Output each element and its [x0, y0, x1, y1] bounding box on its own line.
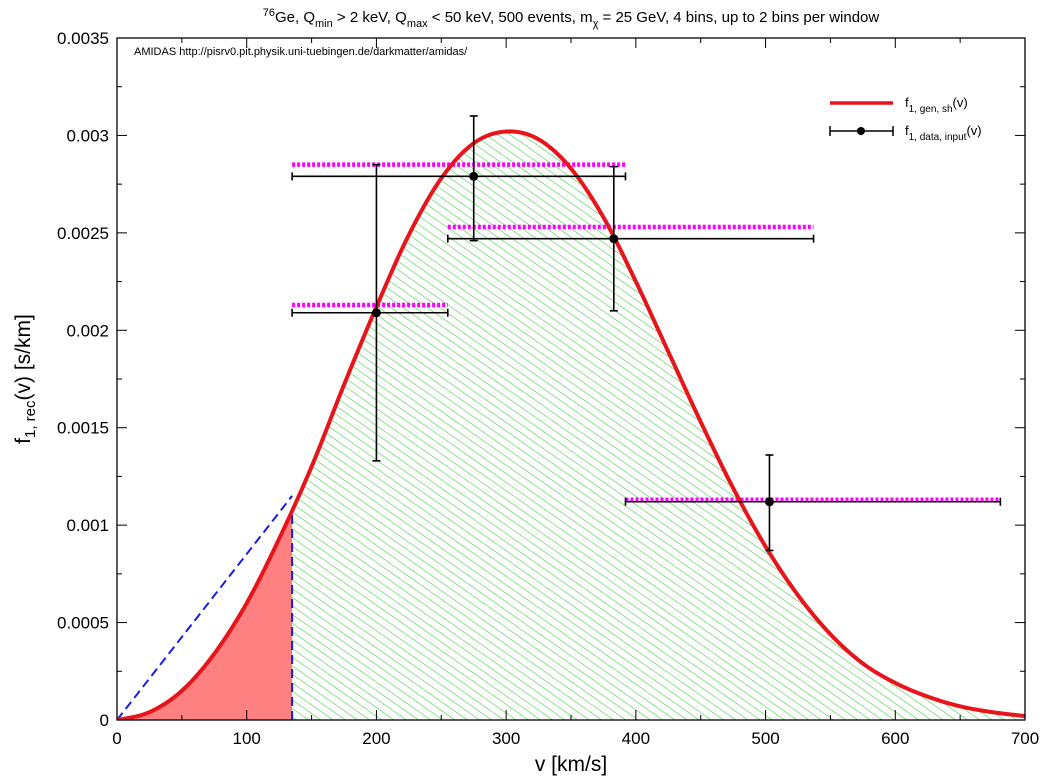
- x-tick-label-7: 700: [1011, 729, 1039, 748]
- y-tick-label-3: 0.0015: [57, 419, 109, 438]
- x-tick-labels: 0 100 200 300 400 500 600 700: [112, 729, 1039, 748]
- legend-label-gen: f1, gen, sh(v): [905, 95, 968, 115]
- x-tick-label-5: 500: [751, 729, 779, 748]
- data-point-marker: [469, 171, 479, 181]
- data-points: [291, 115, 1002, 552]
- data-point-3: [624, 454, 1002, 552]
- x-tick-label-1: 100: [233, 729, 261, 748]
- shaded-regions: [117, 131, 1025, 720]
- y-tick-label-5: 0.0025: [57, 224, 109, 243]
- data-point-0: [291, 163, 449, 462]
- low-velocity-region: [117, 510, 293, 720]
- data-point-marker: [609, 234, 619, 244]
- data-point-1: [291, 115, 627, 242]
- y-tick-label-6: 0.003: [66, 126, 109, 145]
- y-tick-label-2: 0.001: [66, 516, 109, 535]
- x-axis-label: v [km/s]: [535, 753, 607, 776]
- x-tick-label-3: 300: [492, 729, 520, 748]
- x-tick-label-4: 400: [622, 729, 650, 748]
- y-tick-labels: 0 0.0005 0.001 0.0015 0.002 0.0025 0.003 0.0035: [57, 29, 109, 730]
- data-point-marker: [764, 497, 774, 507]
- y-tick-label-7: 0.0035: [57, 29, 109, 48]
- chart-title: 76Ge, Qmin > 2 keV, Qmax < 50 keV, 500 e…: [263, 7, 880, 30]
- y-tick-label-4: 0.002: [66, 321, 109, 340]
- data-point-2: [446, 165, 815, 312]
- data-point-marker: [371, 308, 381, 318]
- legend: f1, gen, sh(v) f1, data, input(v): [829, 95, 982, 143]
- legend-entry-data: f1, data, input(v): [829, 123, 982, 143]
- credit-text: AMIDAS http://pisrv0.pit.physik.uni-tueb…: [134, 46, 468, 58]
- x-tick-label-6: 600: [881, 729, 909, 748]
- hatched-region: [292, 131, 1025, 720]
- legend-label-data: f1, data, input(v): [905, 123, 982, 143]
- y-tick-label-0: 0: [100, 711, 109, 730]
- x-tick-label-2: 200: [362, 729, 390, 748]
- y-tick-label-1: 0.0005: [57, 614, 109, 633]
- plot-frame: [116, 37, 1026, 721]
- x-tick-label-0: 0: [112, 729, 121, 748]
- legend-entry-gen: f1, gen, sh(v): [830, 95, 968, 115]
- legend-swatch-data-dot: [857, 127, 865, 135]
- cutoff-slope-line: [117, 495, 293, 720]
- series-gen-line: [117, 129, 1025, 720]
- y-axis-label: f1, rec(v) [s/km]: [12, 314, 39, 444]
- curve-layer: [117, 129, 1025, 720]
